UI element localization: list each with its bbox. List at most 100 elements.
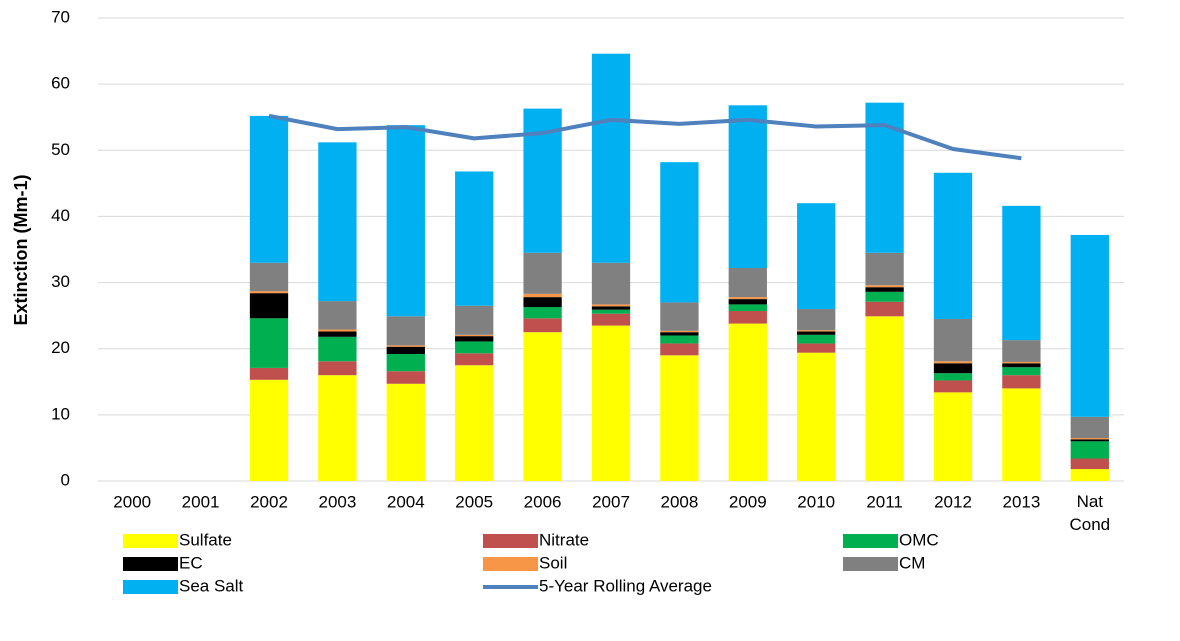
bar-segment (523, 297, 562, 308)
bar-segment (728, 268, 767, 298)
bar-segment (728, 297, 767, 300)
legend-swatch (483, 534, 538, 548)
bar-segment (386, 125, 425, 317)
bar-segment (1002, 340, 1041, 362)
x-tick-label: 2010 (797, 492, 835, 511)
bar-segment (797, 343, 836, 353)
bar-segment (1002, 375, 1041, 389)
bar-segment (386, 354, 425, 372)
bar-segment (455, 334, 494, 337)
bar-segment (455, 171, 494, 306)
bar-segment (728, 299, 767, 305)
bar-segment (1070, 458, 1109, 470)
bar-segment (660, 355, 699, 481)
bar-segment (1002, 361, 1041, 364)
x-tick-label: 2002 (250, 492, 288, 511)
bar-segment (933, 363, 973, 374)
x-tick-label: 2005 (455, 492, 493, 511)
x-tick-label: 2012 (934, 492, 972, 511)
bar-segment (797, 330, 836, 332)
legend-label: 5-Year Rolling Average (539, 576, 712, 595)
bar-segment (660, 343, 699, 356)
bar-segment (1070, 438, 1109, 440)
bar-segment (318, 331, 357, 337)
bar-segment (591, 309, 631, 314)
bar-segment (386, 383, 425, 481)
bar-segment (1070, 234, 1109, 417)
x-tick-label: 2007 (592, 492, 630, 511)
bar-segment (728, 304, 767, 312)
x-tick-label: 2013 (1002, 492, 1040, 511)
bar-segment (249, 379, 289, 481)
bar-segment (933, 172, 973, 319)
bar-segment (933, 361, 973, 364)
x-tick-label: 2011 (866, 492, 903, 511)
bar-segment (865, 301, 904, 317)
y-tick-label: 40 (51, 206, 70, 225)
line-series (268, 113, 1022, 161)
bar-segment (386, 345, 425, 347)
legend-swatch (843, 557, 898, 571)
legend-label: OMC (899, 530, 939, 549)
bar-segment (797, 334, 836, 344)
bar-segment (1002, 388, 1041, 481)
bar-segment (318, 361, 357, 376)
bar-segment (797, 203, 836, 310)
bar-segment (1070, 439, 1109, 442)
bar-segment (1002, 367, 1041, 376)
bar-segment (728, 105, 767, 269)
bar-segment (1002, 205, 1041, 341)
bar-segment (318, 336, 357, 362)
legend-label: Sea Salt (179, 576, 244, 595)
bar-segment (660, 330, 699, 333)
bar-segment (865, 287, 904, 292)
bar-segment (591, 325, 631, 481)
bar-segment (660, 332, 699, 336)
bar-segment (591, 306, 631, 310)
legend-swatch (123, 557, 178, 571)
y-tick-label: 60 (51, 74, 70, 93)
legend-swatch (843, 534, 898, 548)
legend-swatch (483, 557, 538, 571)
x-tick-label: 2003 (318, 492, 356, 511)
legend-label: Soil (539, 553, 567, 572)
bar-segment (523, 318, 562, 333)
bar-segment (249, 115, 289, 263)
legend-label: Nitrate (539, 530, 589, 549)
x-tick-label: 2009 (729, 492, 767, 511)
bar-segment (249, 262, 289, 292)
bar-segment (728, 323, 767, 481)
bar-segment (455, 353, 494, 366)
y-tick-label: 50 (51, 140, 70, 159)
bar-segment (933, 380, 973, 393)
bar-segment (318, 142, 357, 302)
bar-segment (797, 331, 836, 335)
y-tick-label: 0 (61, 470, 70, 489)
y-tick-label: 70 (51, 7, 70, 26)
bar-segment (318, 375, 357, 481)
bar-segment (249, 291, 289, 294)
bar-segment (865, 285, 904, 288)
bar-segment (523, 252, 562, 294)
y-tick-label: 10 (51, 404, 70, 423)
bar-segment (797, 352, 836, 481)
bar-segment (249, 318, 289, 368)
bar-segment (386, 316, 425, 346)
bar-segment (660, 162, 699, 303)
bar-segment (1070, 469, 1109, 481)
bar-segment (591, 304, 631, 307)
x-tick-label: 2000 (113, 492, 151, 511)
bar-segment (660, 302, 699, 331)
y-axis-label: Extinction (Mm-1) (11, 174, 31, 325)
bar-segment (865, 252, 904, 286)
bar-segment (455, 305, 494, 335)
bar-segment (797, 309, 836, 331)
bar-segment (523, 307, 562, 319)
legend-swatch (123, 534, 178, 548)
bar-segment (933, 373, 973, 381)
legend-label: CM (899, 553, 925, 572)
legend-swatch (123, 580, 178, 594)
bar-segment (591, 53, 631, 263)
bar-segment (865, 291, 904, 302)
